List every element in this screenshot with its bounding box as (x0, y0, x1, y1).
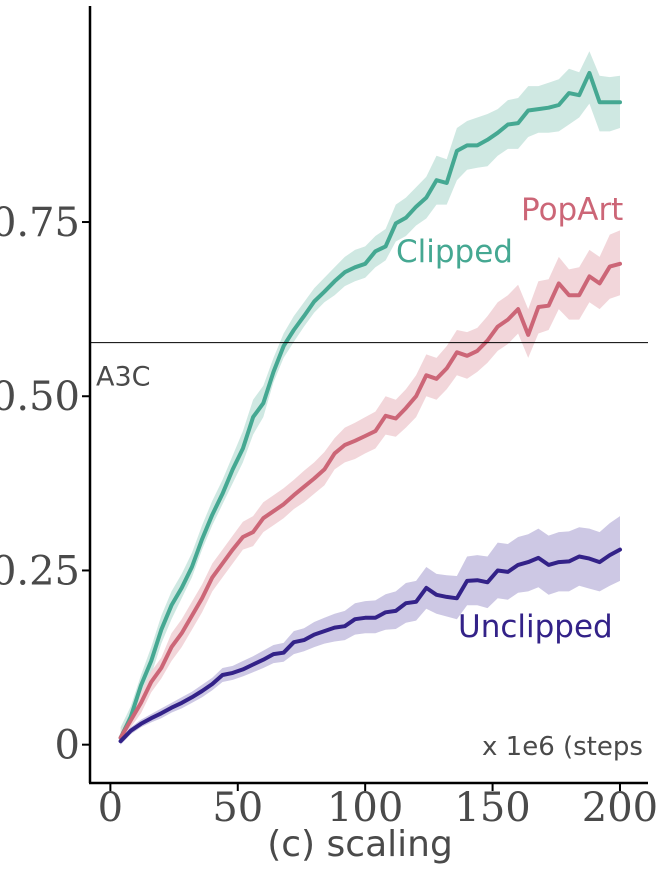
x-tick-label: 0 (98, 785, 123, 831)
clipped-confidence-band (120, 51, 620, 745)
popart-series-label: PopArt (521, 192, 623, 228)
x-axis-ticks: 0 50 100 150 200 (98, 783, 658, 831)
y-axis-ticks: 0 0.25 0.50 0.75 (0, 200, 90, 769)
y-tick-label: 0.25 (0, 548, 80, 594)
unclipped-series-label: Unclipped (458, 609, 613, 645)
a3c-reference-label: A3C (96, 362, 151, 393)
series-lines (118, 70, 622, 744)
clipped-series-label: Clipped (396, 234, 513, 270)
y-tick-label: 0 (55, 723, 80, 769)
x-tick-label: 50 (212, 785, 263, 831)
x-axis-unit-note: x 1e6 (steps (482, 732, 643, 762)
y-tick-label: 0.75 (0, 200, 80, 246)
popart-series-line (118, 261, 622, 740)
clipped-series-line (118, 70, 622, 740)
x-tick-label: 150 (454, 785, 530, 831)
x-tick-label: 200 (582, 785, 658, 831)
y-tick-label: 0.50 (0, 374, 80, 420)
unclipped-series-line (118, 547, 622, 744)
x-tick-label: 100 (327, 785, 403, 831)
popart-confidence-band (120, 230, 620, 745)
x-axis-label: (c) scaling (267, 824, 453, 865)
